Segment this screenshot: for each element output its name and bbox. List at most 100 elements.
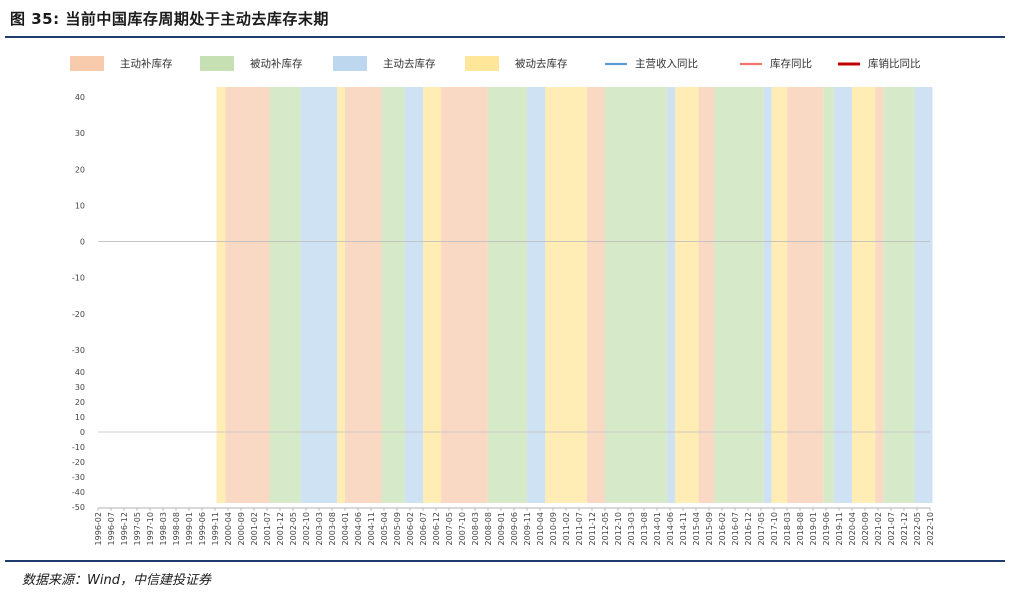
upper-y-tick-label: 20 (75, 165, 85, 174)
phase-band-active-destock (763, 87, 772, 503)
lower-y-tick-label: 10 (75, 413, 85, 422)
x-tick-label: 2012-05 (601, 512, 610, 545)
x-tick-label: 2005-09 (393, 512, 402, 545)
phase-band-passive-restock (604, 87, 668, 503)
x-tick-label: 2009-06 (510, 512, 519, 545)
x-tick-label: 2002-10 (302, 512, 311, 545)
bottom-rule (5, 560, 1005, 562)
x-tick-label: 1997-05 (133, 512, 142, 545)
x-tick-label: 1996-02 (94, 512, 103, 545)
phase-band-passive-destock (675, 87, 699, 503)
x-tick-label: 2013-03 (627, 512, 636, 545)
phase-band-passive-restock (487, 87, 527, 503)
lower-y-tick-label: -20 (72, 458, 85, 467)
upper-y-tick-label: 40 (75, 93, 85, 102)
phase-band-active-restock (225, 87, 270, 503)
phase-band-active-restock (586, 87, 605, 503)
legend-swatch (200, 56, 234, 71)
x-tick-label: 2010-09 (549, 512, 558, 545)
lower-y-tick-label: 20 (75, 398, 85, 407)
phase-band-passive-restock (381, 87, 405, 503)
x-tick-label: 2010-04 (536, 512, 545, 545)
lower-y-tick-label: 0 (80, 428, 85, 437)
phase-band-active-restock (441, 87, 488, 503)
x-tick-label: 2016-07 (731, 512, 740, 545)
x-tick-label: 2021-12 (900, 512, 909, 545)
axes: 40 30 20 10 0 -10 -20 -30 40 30 20 10 0 -10 -20 -30 -40 -… (72, 93, 935, 545)
x-tick-label: 2014-01 (653, 512, 662, 545)
top-rule (5, 36, 1005, 38)
legend-swatch (465, 56, 499, 71)
x-tick-label: 2021-07 (887, 512, 896, 545)
phase-band-active-destock (914, 87, 933, 503)
phase-band-passive-restock (823, 87, 834, 503)
x-tick-label: 2014-06 (666, 512, 675, 545)
legend-label: 被动补库存 (250, 57, 303, 70)
x-tick-label: 2019-11 (835, 512, 844, 545)
legend-label: 库存同比 (770, 57, 812, 70)
x-tick-label: 2000-09 (237, 512, 246, 545)
x-tick-label: 2008-03 (471, 512, 480, 545)
legend: 主动补库存 被动补库存 主动去库存 被动去库存 主营收入同比 库存同比 库销比同比 (70, 56, 921, 71)
x-tick-label: 2015-09 (705, 512, 714, 545)
lower-y-tick-label: -10 (72, 443, 85, 452)
x-tick-label: 2022-10 (926, 512, 935, 545)
phase-band-active-destock (667, 87, 676, 503)
x-tick-label: 2004-11 (367, 512, 376, 545)
x-tick-label: 1999-06 (198, 512, 207, 545)
phase-band-passive-restock (269, 87, 301, 503)
x-tick-label: 2018-08 (796, 512, 805, 545)
x-tick-label: 2000-04 (224, 512, 233, 545)
x-tick-label: 2013-08 (640, 512, 649, 545)
x-tick-label: 2022-05 (913, 512, 922, 545)
x-tick-label: 2011-12 (588, 512, 597, 545)
x-tick-label: 2003-08 (328, 512, 337, 545)
x-tick-label: 2020-04 (848, 512, 857, 545)
phase-band-passive-destock (545, 87, 587, 503)
phase-bands (216, 87, 933, 503)
upper-y-tick-label: -30 (72, 346, 85, 355)
phase-band-active-destock (404, 87, 424, 503)
phase-band-passive-destock (423, 87, 442, 503)
lower-y-tick-label: -30 (72, 473, 85, 482)
lower-y-tick-label: -50 (72, 503, 85, 512)
legend-swatch (70, 56, 104, 71)
x-tick-label: 2003-03 (315, 512, 324, 545)
x-tick-label: 2017-05 (757, 512, 766, 545)
x-tick-label: 2001-12 (276, 512, 285, 545)
phase-band-active-destock (300, 87, 338, 503)
lower-y-tick-label: 30 (75, 383, 85, 392)
x-tick-label: 2014-11 (679, 512, 688, 545)
inventory-cycle-chart: 40 30 20 10 0 -10 -20 -30 40 30 20 10 0 -10 -20 -30 -40 -… (70, 56, 935, 545)
x-tick-label: 1999-01 (185, 512, 194, 545)
upper-y-tick-label: 10 (75, 201, 85, 210)
upper-y-tick-label: -20 (72, 310, 85, 319)
legend-label: 主动去库存 (383, 57, 436, 70)
upper-y-tick-label: 30 (75, 129, 85, 138)
x-tick-label: 1996-07 (107, 512, 116, 545)
x-tick-label: 2001-07 (263, 512, 272, 545)
x-tick-label: 1998-08 (172, 512, 181, 545)
phase-band-passive-restock (714, 87, 764, 503)
x-tick-label: 2007-05 (445, 512, 454, 545)
phase-band-passive-destock (852, 87, 876, 503)
x-tick-label: 2015-04 (692, 512, 701, 545)
x-tick-label: 2018-03 (783, 512, 792, 545)
x-tick-label: 2020-09 (861, 512, 870, 545)
x-tick-label: 2016-02 (718, 512, 727, 545)
legend-swatch (333, 56, 367, 71)
upper-y-tick-label: -10 (72, 274, 85, 283)
x-tick-label: 2004-01 (341, 512, 350, 545)
x-tick-label: 1996-12 (120, 512, 129, 545)
x-tick-label: 2004-06 (354, 512, 363, 545)
phase-band-active-destock (526, 87, 546, 503)
legend-label: 被动去库存 (515, 57, 568, 70)
phase-band-active-restock (345, 87, 382, 503)
phase-band-active-restock (787, 87, 824, 503)
source-note: 数据来源：Wind，中信建投证券 (22, 573, 211, 588)
x-tick-label: 2006-07 (419, 512, 428, 545)
x-tick-label: 2001-02 (250, 512, 259, 545)
phase-band-passive-destock (771, 87, 788, 503)
phase-band-passive-destock (216, 87, 226, 503)
x-tick-label: 2005-04 (380, 512, 389, 545)
